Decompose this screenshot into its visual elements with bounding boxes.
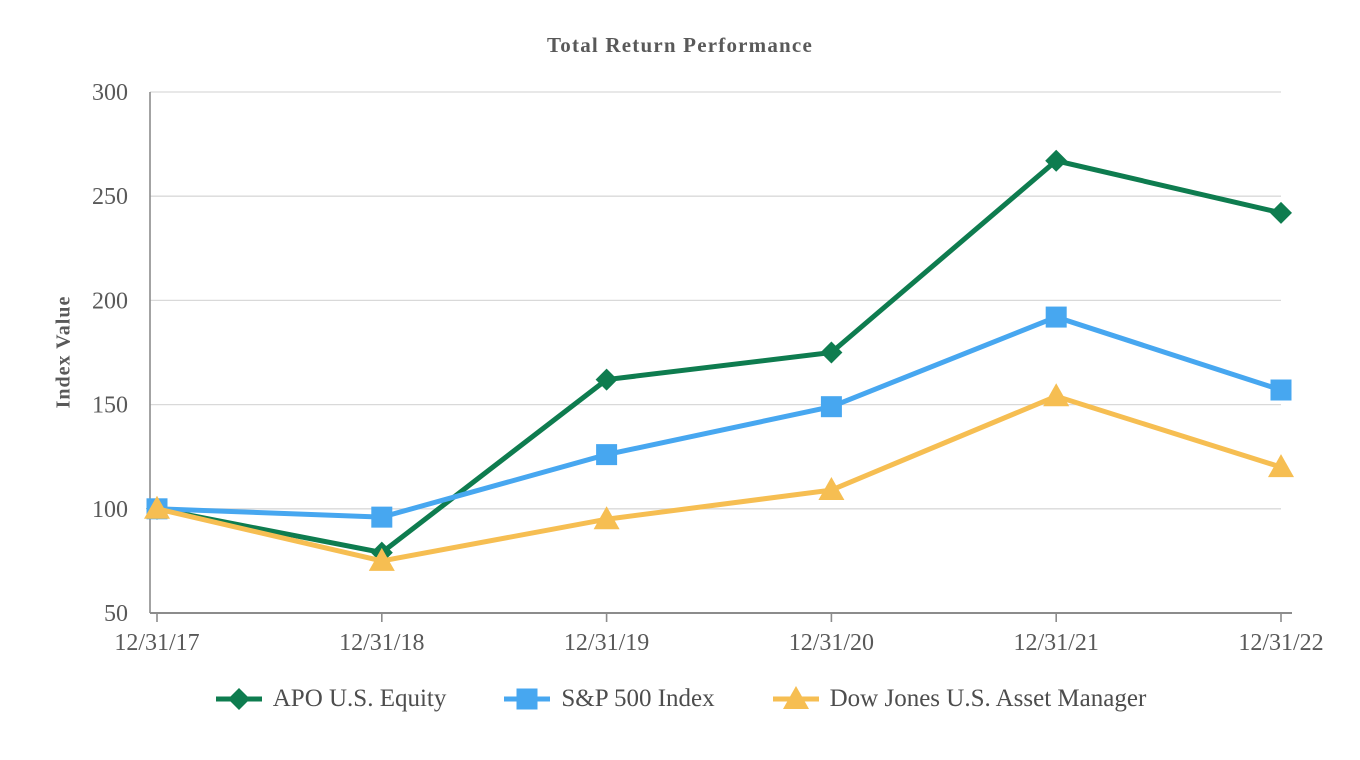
square-marker (1045, 306, 1067, 328)
square-marker (516, 688, 538, 710)
triangle-marker (1268, 454, 1294, 478)
legend-swatch-svg (215, 688, 262, 710)
series-line-0 (154, 158, 1284, 556)
legend-item-apo: APO U.S. Equity (214, 684, 447, 714)
square-marker (596, 444, 618, 466)
y-tick-label-50: 50 (104, 601, 128, 627)
x-tick-label-3: 12/31/20 (789, 630, 874, 656)
y-tick-label-300: 300 (92, 80, 128, 106)
diamond-marker (1045, 149, 1068, 172)
x-tick-label-5: 12/31/22 (1238, 630, 1323, 656)
x-tick-label-0: 12/31/17 (114, 630, 199, 656)
diamond-marker (227, 688, 250, 710)
triangle-marker (593, 506, 620, 530)
diamond-marker (1270, 201, 1292, 224)
y-tick-label-150: 150 (92, 393, 128, 419)
triangle-marker (818, 477, 845, 501)
legend: APO U.S. Equity S&P 500 Index Dow Jones … (0, 684, 1360, 714)
y-tick-label-100: 100 (92, 497, 128, 523)
legend-marker-dowjones-triangle-icon (771, 684, 821, 714)
square-marker (1270, 379, 1292, 401)
legend-swatch-svg (772, 686, 819, 709)
legend-label-apo: APO U.S. Equity (272, 685, 447, 712)
legend-label-sp500: S&P 500 Index (561, 685, 715, 712)
legend-label-dowjones: Dow Jones U.S. Asset Manager (829, 685, 1147, 712)
series-line-1 (154, 314, 1284, 520)
legend-swatch-svg (504, 688, 551, 710)
series-2 (144, 383, 1294, 571)
line-plot-canvas: 50 100 150 200 250 300 12/31/17 12/31/18 12/31/1… (92, 80, 1324, 656)
chart-title: Total Return Performance (547, 33, 813, 57)
y-tick-label-200: 200 (92, 288, 128, 314)
x-tick-label-1: 12/31/18 (339, 630, 424, 656)
y-tick-label-250: 250 (92, 184, 128, 210)
series-line-2 (154, 393, 1284, 564)
triangle-marker (1043, 383, 1070, 407)
triangle-marker (368, 547, 395, 571)
diamond-marker (595, 368, 618, 391)
square-marker (371, 506, 393, 528)
diamond-marker (820, 341, 843, 364)
x-tick-label-2: 12/31/19 (564, 630, 649, 656)
triangle-marker (144, 495, 170, 519)
legend-item-sp500: S&P 500 Index (502, 684, 715, 714)
triangle-marker (782, 686, 809, 709)
legend-marker-sp500-square-icon (502, 684, 552, 714)
legend-marker-apo-diamond-icon (214, 684, 264, 714)
series-0 (146, 149, 1292, 564)
x-tick-label-4: 12/31/21 (1014, 630, 1099, 656)
series-1 (146, 306, 1292, 528)
legend-item-dowjones: Dow Jones U.S. Asset Manager (771, 684, 1147, 714)
square-marker (820, 396, 842, 418)
